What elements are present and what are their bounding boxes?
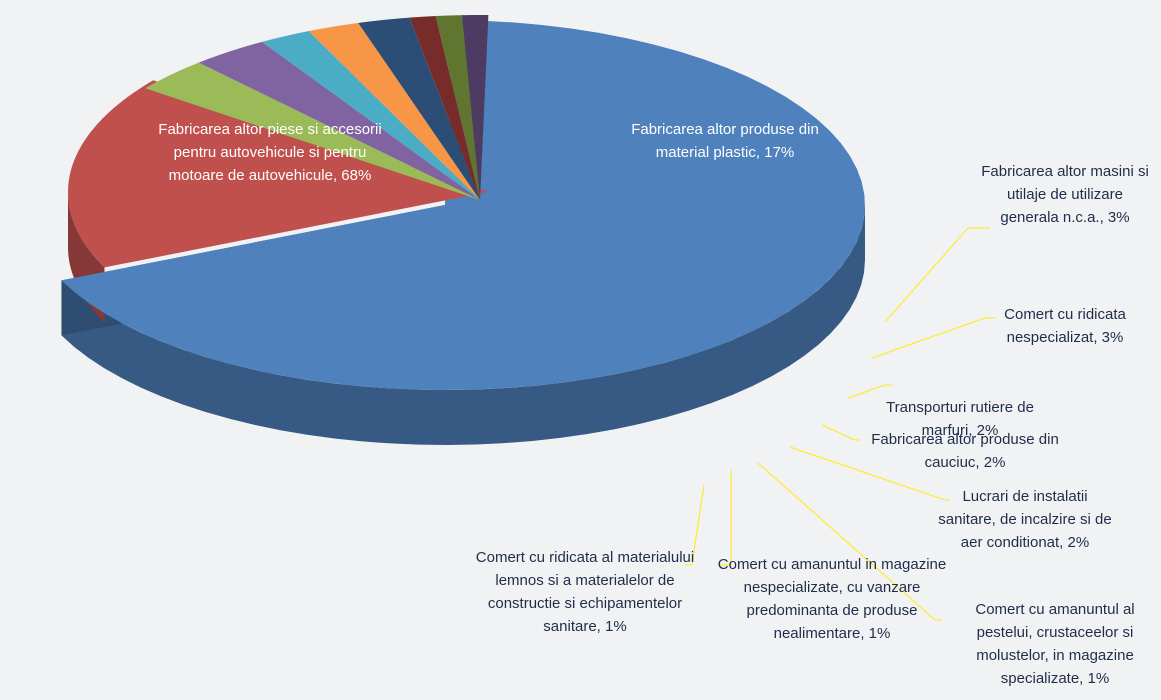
slice — [68, 80, 489, 268]
slice — [358, 17, 480, 201]
slice — [61, 20, 865, 390]
leader-line — [718, 470, 732, 566]
slice — [198, 41, 480, 200]
data-label: Lucrari de instalatii sanitare, de incal… — [938, 488, 1112, 551]
data-label: Comert cu ridicata nespecializat, 3% — [1004, 306, 1126, 346]
leader-line — [884, 227, 990, 323]
slice — [435, 15, 480, 200]
data-label: Comert cu amanuntul al pestelui, crustac… — [975, 601, 1135, 687]
slice-side — [61, 205, 865, 445]
data-label: Transporturi rutiere de marfuri, 2% — [886, 399, 1034, 439]
slice — [462, 15, 489, 201]
data-label: Fabricarea altor produse din material pl… — [631, 121, 819, 161]
leader-line — [821, 424, 860, 441]
slice — [262, 31, 480, 200]
data-label: Comert cu amanuntul in magazine nespecia… — [717, 556, 947, 642]
data-label: Fabricarea altor produse din cauciuc, 2% — [871, 431, 1059, 471]
slice — [145, 62, 480, 201]
data-label: Fabricarea altor masini si utilaje de ut… — [981, 163, 1149, 226]
data-label: Comert cu ridicata al materialului lemno… — [475, 549, 695, 635]
leader-line — [757, 462, 942, 621]
slice — [308, 22, 480, 201]
leader-line — [789, 446, 950, 501]
slice — [409, 16, 480, 201]
leader-line — [847, 384, 892, 399]
leader-line — [871, 317, 995, 359]
leader-line — [685, 484, 705, 566]
data-label: Fabricarea altor piese si accesorii pent… — [158, 121, 382, 184]
